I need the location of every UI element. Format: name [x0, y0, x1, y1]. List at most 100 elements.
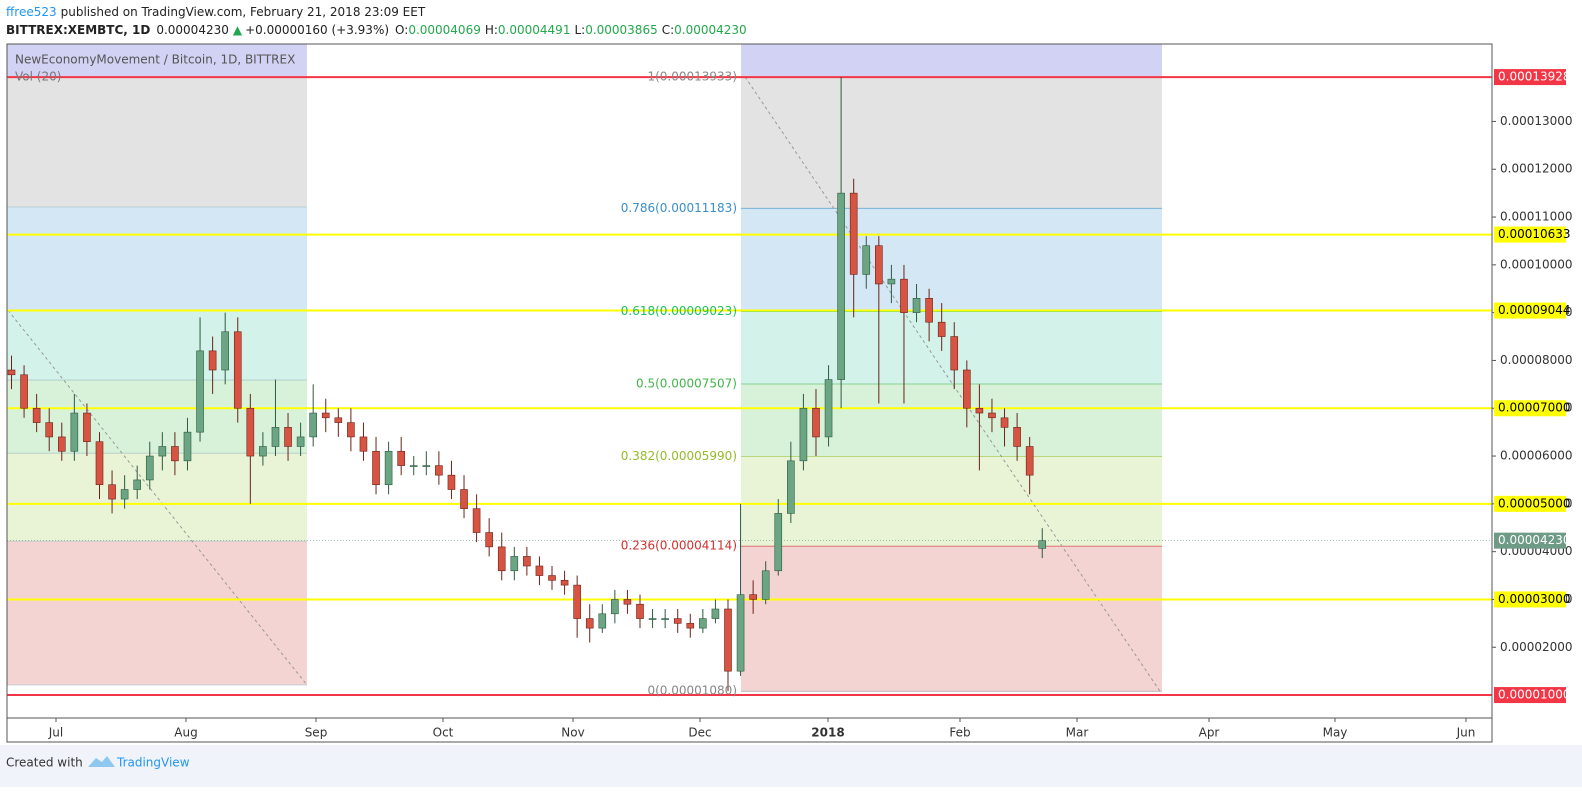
price-box-label: 0.00001000 [1498, 688, 1571, 702]
x-tick-label: Feb [949, 726, 970, 740]
candle-body [145, 455, 154, 481]
price-box-label: 0.00003000 [1498, 592, 1571, 606]
fib-band [7, 77, 307, 208]
candle-body [57, 436, 66, 452]
candle-body [661, 618, 669, 620]
y-tick-label: 0.00002000 [1500, 640, 1573, 654]
l-label: L: [574, 23, 585, 37]
fib-label: 0.618(0.00009023) [621, 304, 737, 318]
price-box [1494, 591, 1566, 608]
y-tick-label: 0.00011000 [1500, 210, 1573, 224]
candle-body [510, 556, 519, 572]
fib-trend [7, 309, 308, 686]
candle-body [309, 412, 317, 438]
candle-body [246, 407, 255, 457]
candle-body [560, 580, 569, 586]
x-tick-label: Apr [1199, 726, 1220, 740]
x-tick-label: Aug [174, 726, 197, 740]
quote-line: BITTREX:XEMBTC, 1D 0.00004230 ▲ +0.00000160… [6, 23, 747, 37]
candle-body [937, 321, 946, 337]
candle-body [233, 331, 242, 409]
candle-body [648, 618, 657, 620]
fib-label: 0.786(0.00011183) [621, 201, 737, 215]
candle-body [20, 374, 28, 409]
price-box [1494, 495, 1566, 512]
fib-band [741, 456, 1162, 547]
candle-body [108, 484, 116, 500]
candle-body [183, 431, 192, 462]
fib-band [7, 207, 307, 311]
fib-label: 0(0.00001080) [647, 684, 737, 698]
candle-body [724, 608, 732, 672]
x-tick-label: Oct [433, 726, 454, 740]
candle-body [70, 412, 79, 452]
indicator-label: Vol (20) [15, 70, 61, 84]
candle-body [1025, 446, 1034, 476]
candle-body [133, 479, 141, 490]
candle-body [849, 192, 858, 275]
candle-body [472, 508, 481, 533]
candle-body [950, 336, 959, 371]
fib-band [741, 384, 1162, 457]
candle-body [761, 570, 770, 600]
c-label: C: [662, 23, 674, 37]
candle-body [497, 546, 506, 572]
candle-body [435, 465, 443, 476]
candle-body [912, 298, 921, 313]
candle-body [95, 441, 104, 486]
last-price-box [1494, 532, 1566, 549]
symbol: BITTREX:XEMBTC, 1D [6, 23, 150, 37]
price-box-label: 0.00007000 [1498, 401, 1571, 415]
candle-body [787, 460, 795, 514]
author[interactable]: ffree523 [6, 5, 57, 19]
candle-body [699, 618, 707, 629]
candle-body [548, 575, 556, 581]
candle-body [485, 532, 493, 548]
price-axis-bg [1492, 44, 1582, 742]
y-tick-label: 0.00010000 [1500, 257, 1573, 271]
fib-band [7, 310, 307, 381]
candle-body [736, 594, 745, 672]
header-line: ffree523 published on TradingView.com, Fe… [6, 5, 426, 19]
fib-band [7, 380, 307, 454]
candle-body [862, 245, 871, 275]
candle-body [598, 613, 607, 629]
candle-body [673, 618, 682, 624]
x-tick-label: Mar [1066, 726, 1089, 740]
candle-body [359, 436, 368, 452]
candle-body [284, 427, 292, 447]
candle-body [334, 417, 343, 423]
y-tick-label: 0.00013000 [1500, 114, 1573, 128]
last-price-label: 0.00004230 [1498, 533, 1571, 547]
footer-bg [0, 745, 1582, 787]
fib-band [741, 546, 1162, 692]
candle-body [963, 369, 971, 409]
fib-band [741, 76, 1162, 209]
candle-body [623, 599, 632, 605]
candle-body [535, 565, 544, 576]
y-tick-label: 0.00008000 [1500, 353, 1573, 367]
h: 0.00004491 [498, 23, 571, 37]
candle-body [460, 489, 468, 509]
candle-body [7, 369, 16, 376]
candle-body [824, 379, 833, 438]
y-tick-label: 0.00006000 [1500, 449, 1573, 463]
candle-body [636, 603, 644, 619]
fib-label: 0.382(0.00005990) [621, 449, 737, 463]
candle-body [259, 446, 267, 457]
candle-body [83, 412, 91, 443]
h-label: H: [485, 23, 498, 37]
footer-brand[interactable]: TradingView [116, 756, 190, 770]
price-box-label: 0.00005000 [1498, 496, 1571, 510]
chart-title: NewEconomyMovement / Bitcoin, 1D, BITTRE… [15, 53, 295, 67]
x-tick-label: Dec [688, 726, 711, 740]
x-tick-label: May [1323, 726, 1348, 740]
candle-body [196, 350, 204, 433]
candle-body [45, 422, 54, 438]
candle-body [120, 489, 129, 500]
price-box [1494, 302, 1566, 319]
candle-body [221, 331, 229, 371]
candle-body [32, 407, 41, 423]
price-box [1494, 226, 1566, 243]
candle-body [686, 623, 695, 629]
